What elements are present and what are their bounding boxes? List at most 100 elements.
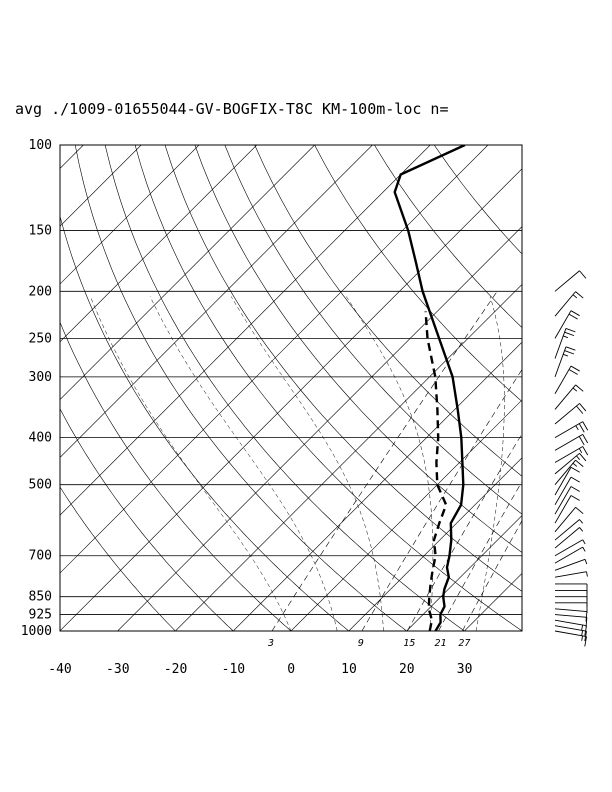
barb-full [584, 625, 587, 636]
wind-barb [554, 539, 586, 557]
barb-staff [554, 421, 583, 438]
wind-barb [555, 589, 588, 601]
diagram-grid [60, 145, 522, 631]
mixing-ratio-line [462, 520, 522, 631]
isotherm [60, 145, 142, 227]
profile-series [393, 145, 466, 631]
dry-adiabat [224, 145, 522, 515]
barb-full [578, 423, 585, 433]
isotherm [60, 168, 522, 631]
barb-half [579, 519, 584, 524]
barb-half [572, 387, 578, 392]
wind-barb [554, 466, 580, 496]
barb-half [572, 462, 578, 467]
dry-adiabat [164, 145, 522, 592]
barb-half [579, 527, 584, 532]
wind-barb [554, 506, 584, 533]
pressure-tick-label: 850 [29, 590, 52, 605]
barb-full [570, 365, 580, 372]
barb-staff [554, 506, 576, 533]
pressure-tick-label: 400 [29, 431, 52, 446]
barb-half [576, 455, 581, 460]
wind-barb [555, 596, 588, 607]
moist-adiabat [346, 296, 434, 631]
wind-barb [554, 495, 580, 524]
barb-half [581, 624, 584, 631]
barb-full [570, 466, 580, 473]
barb-full [575, 384, 584, 392]
barb-half [578, 448, 583, 454]
pressure-tick-label: 1000 [21, 624, 52, 639]
wind-barb [554, 328, 576, 359]
temperature-axis-labels: -40 -30 -20 -10 0 10 20 30 [48, 662, 472, 677]
barb-full [579, 403, 587, 412]
barb-full [575, 459, 584, 467]
barb-full [568, 313, 578, 320]
barb-staff [554, 310, 572, 339]
barb-full [565, 346, 576, 351]
dry-adiabat [60, 486, 176, 631]
barb-full [582, 434, 589, 444]
pressure-tick-label: 150 [29, 224, 52, 239]
isotherm [175, 283, 522, 631]
barb-staff [554, 519, 580, 541]
pressure-tick-label: 100 [29, 138, 52, 153]
dry-adiabat [314, 145, 522, 402]
barb-half [581, 635, 584, 641]
barb-staff [554, 403, 580, 425]
barb-staff [554, 328, 567, 359]
dry-adiabat [374, 145, 522, 328]
dry-adiabat [104, 145, 465, 631]
temperature-tick-label: -40 [48, 662, 71, 677]
wind-barb [554, 527, 584, 549]
wind-barb [554, 346, 576, 378]
moist-adiabat [230, 296, 384, 631]
barb-staff [554, 571, 587, 578]
wind-barb [554, 630, 587, 647]
moist-adiabat [475, 296, 505, 631]
wind-barb [554, 459, 584, 485]
barb-full [568, 369, 578, 375]
barb-full [582, 421, 589, 431]
wind-barb [554, 365, 580, 395]
pressure-tick-label: 200 [29, 284, 52, 299]
isotherm [60, 145, 258, 343]
barb-full [575, 291, 584, 299]
barb-half [582, 539, 586, 545]
barb-full [576, 405, 584, 414]
barb-staff [554, 467, 572, 496]
barb-staff [554, 446, 583, 463]
barb-half [563, 335, 569, 339]
barb-staff [554, 619, 587, 627]
moist-adiabat [149, 296, 338, 631]
pressure-tick-label: 300 [29, 370, 52, 385]
barb-staff [554, 291, 576, 317]
barb-full [570, 310, 580, 317]
barb-full [570, 495, 580, 501]
barb-staff [554, 527, 580, 549]
wind-barb [554, 403, 587, 425]
barb-staff [554, 630, 587, 637]
wind-barb [554, 270, 587, 292]
barb-half [582, 546, 586, 552]
isotherm [232, 341, 522, 631]
barb-staff [554, 346, 567, 378]
wind-barb [554, 452, 587, 475]
isotherm [464, 572, 522, 631]
dewpoint-line [424, 311, 448, 631]
wind-barb [554, 476, 580, 506]
chart-title: avg ./1009-01655044-GV-BOGFIX-T8C KM-100… [15, 100, 448, 118]
wind-barb [554, 519, 584, 541]
temperature-tick-label: 10 [341, 662, 357, 677]
dry-adiabat [433, 145, 522, 255]
mixing-ratio-label: 3 [267, 638, 274, 649]
pressure-tick-label: 700 [29, 549, 52, 564]
wind-barb [554, 384, 584, 410]
mixing-ratio-label: 27 [458, 638, 470, 649]
mixing-ratio-label: 21 [434, 638, 446, 649]
moist-adiabat [90, 296, 292, 631]
pressure-tick-label: 250 [29, 331, 52, 346]
barb-staff [554, 625, 587, 632]
barb-staff [554, 384, 576, 410]
